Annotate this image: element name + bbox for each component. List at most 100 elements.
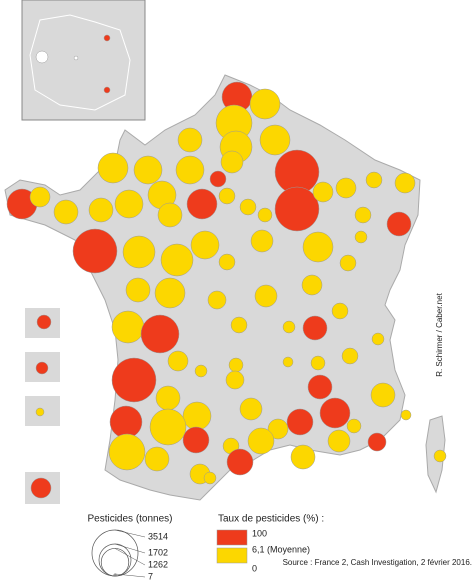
size-legend-circle	[100, 548, 130, 577]
leader-line	[114, 573, 146, 578]
bubble	[114, 189, 144, 219]
bubble	[218, 187, 236, 205]
bubble	[254, 284, 278, 308]
bubble	[167, 350, 189, 372]
bubble	[30, 477, 52, 499]
bubble	[155, 385, 181, 411]
bubble	[386, 211, 412, 237]
bubble	[339, 254, 357, 272]
color-legend-bottom: 0	[252, 563, 257, 573]
bubble	[307, 374, 333, 400]
bubble	[108, 433, 146, 471]
bubble	[250, 229, 274, 253]
bubble	[35, 361, 49, 375]
bubble	[327, 429, 351, 453]
bubble	[111, 357, 157, 403]
bubble	[247, 427, 275, 455]
bubble	[157, 202, 183, 228]
inset-borders	[29, 14, 131, 111]
bubble	[331, 302, 349, 320]
bubble	[370, 382, 396, 408]
bubble	[103, 86, 111, 94]
bubble	[394, 172, 416, 194]
color-legend-label: 100	[252, 528, 267, 538]
bubble	[175, 155, 205, 185]
bubble	[35, 50, 49, 64]
bubble	[140, 314, 180, 354]
leader-line	[114, 543, 146, 554]
size-legend-circle	[91, 529, 139, 577]
bubble	[190, 230, 220, 260]
bubble	[341, 347, 359, 365]
leader-line	[114, 548, 146, 566]
bubble	[312, 181, 334, 203]
bubble	[144, 446, 170, 472]
size-legend-label: 1702	[148, 547, 168, 557]
bubble	[228, 357, 244, 373]
credit: R. Schirmer / Caber.net	[435, 292, 444, 376]
bubble	[225, 370, 245, 390]
bubble	[367, 432, 387, 452]
bubble	[290, 444, 316, 470]
bubble	[29, 186, 51, 208]
bubble	[109, 405, 143, 439]
bubble	[154, 277, 186, 309]
bubble	[319, 397, 351, 429]
bubble	[302, 231, 334, 263]
source: Source : France 2, Cash Investigation, 2…	[283, 558, 472, 567]
bubble	[177, 127, 203, 153]
bubble	[249, 88, 281, 120]
bubble	[73, 55, 79, 61]
bubble	[103, 34, 111, 42]
bubble	[259, 124, 291, 156]
bubble	[218, 253, 236, 271]
bubble	[182, 401, 212, 431]
bubble	[346, 418, 362, 434]
bubble	[97, 152, 129, 184]
bubble	[371, 332, 385, 346]
bubble	[365, 171, 383, 189]
bubble	[36, 314, 52, 330]
bubble	[354, 230, 368, 244]
bubble	[239, 397, 263, 421]
bubble	[274, 186, 320, 232]
color-legend-title: Taux de pesticides (%) :	[218, 514, 324, 525]
bubble	[286, 408, 314, 436]
bubble	[160, 243, 194, 277]
bubble	[111, 310, 145, 344]
bubble	[133, 155, 163, 185]
bubble	[149, 408, 187, 446]
bubble	[207, 290, 227, 310]
bubble	[433, 449, 447, 463]
bubble	[220, 150, 244, 174]
bubble	[302, 315, 328, 341]
size-legend-circle	[98, 543, 132, 577]
bubble	[53, 199, 79, 225]
bubble	[354, 206, 372, 224]
color-legend-label: 6,1 (Moyenne)	[252, 544, 310, 554]
size-legend-title: Pesticides (tonnes)	[87, 514, 172, 525]
size-legend-label: 1262	[148, 559, 168, 569]
bubble	[194, 364, 208, 378]
bubble	[186, 188, 218, 220]
bubble	[301, 274, 323, 296]
bubble	[239, 198, 257, 216]
bubble	[182, 426, 210, 454]
color-swatch	[216, 547, 248, 564]
bubble	[257, 207, 273, 223]
bubble	[282, 320, 296, 334]
bubble	[282, 356, 294, 368]
size-legend-label: 7	[148, 571, 153, 581]
bubble	[267, 418, 289, 440]
bubble	[400, 409, 412, 421]
leader-line	[114, 529, 146, 538]
bubble	[230, 316, 248, 334]
bubble	[88, 197, 114, 223]
france-outline	[4, 74, 421, 501]
bubble	[209, 170, 227, 188]
bubble	[35, 407, 45, 417]
bubble	[226, 448, 254, 476]
bubble	[122, 235, 156, 269]
bubble	[335, 177, 357, 199]
